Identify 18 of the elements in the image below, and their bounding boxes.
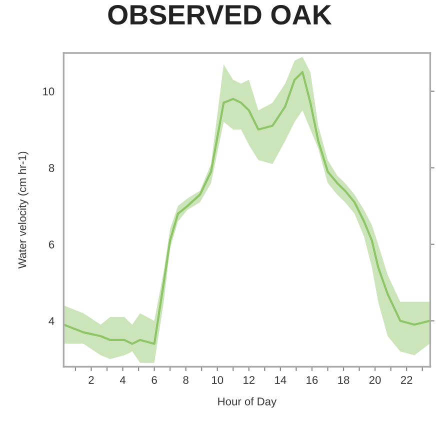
y-tick-label: 6 [49, 240, 54, 248]
y-tick-label: 10 [43, 88, 54, 96]
x-tick-label: 14 [275, 376, 286, 384]
x-tick-label: 22 [400, 376, 412, 384]
y-tick-label: 4 [48, 317, 54, 325]
x-axis-title: Hour of Day [218, 397, 277, 408]
x-tick-label: 16 [306, 376, 318, 384]
x-tick-label: 12 [244, 376, 255, 384]
y-tick-label: 8 [48, 164, 54, 172]
x-tick-label: 18 [338, 376, 350, 384]
x-tick-label: 6 [152, 376, 157, 384]
y-axis-title: Water velocity (cm hr-1) [18, 152, 28, 269]
x-tick-label: 10 [212, 376, 224, 384]
chart-title: OBSERVED OAK [108, 4, 332, 25]
x-tick-label: 20 [369, 376, 381, 384]
x-tick-label: 8 [183, 376, 188, 384]
x-tick-label: 2 [88, 376, 94, 384]
x-tick-label: 4 [120, 376, 126, 384]
